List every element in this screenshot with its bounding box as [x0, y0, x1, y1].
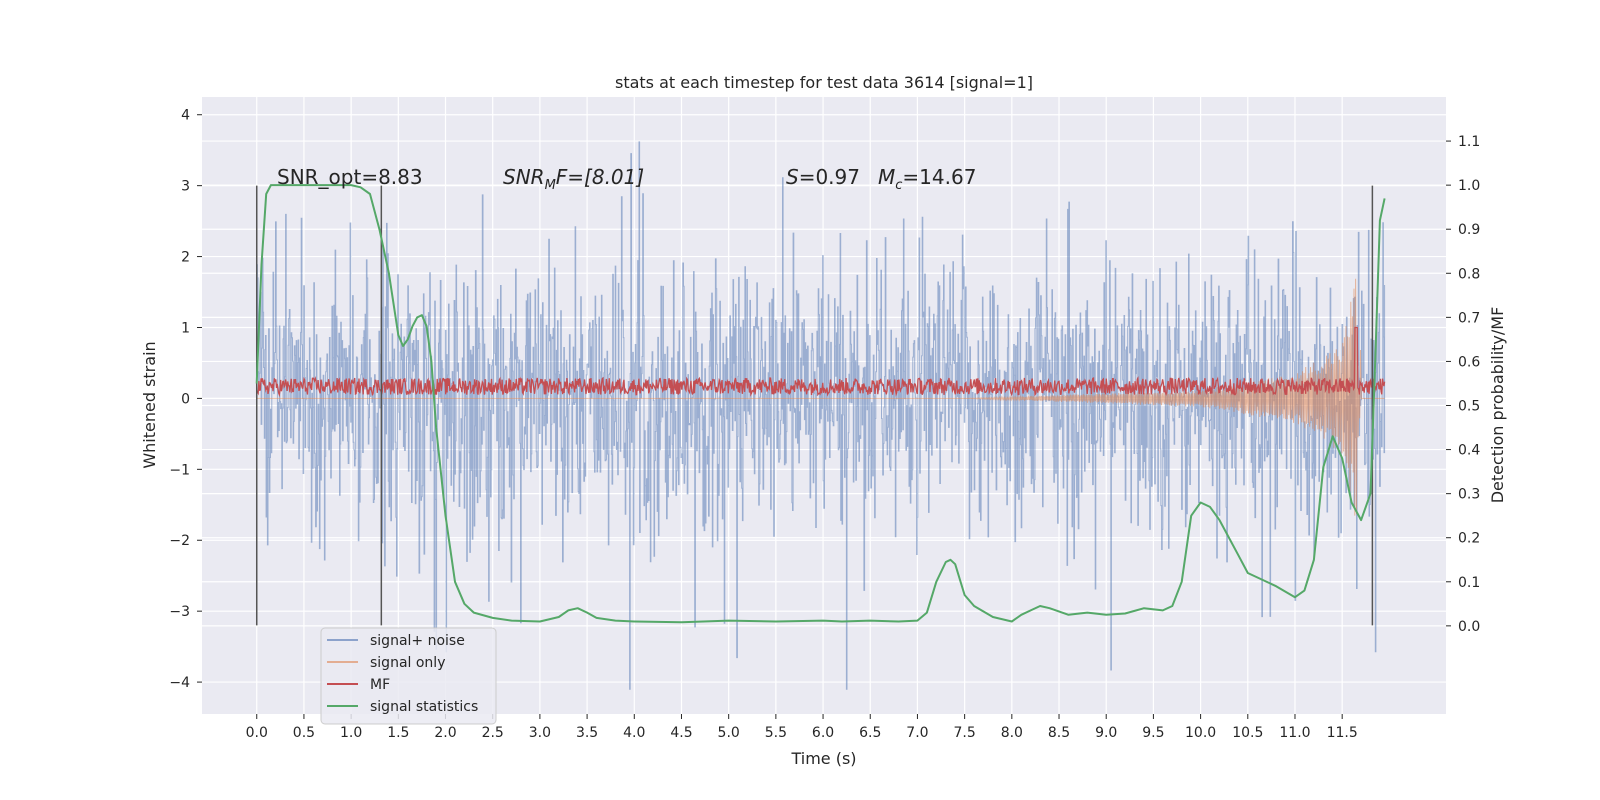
x-tick-label: 10.0: [1185, 725, 1216, 741]
x-tick-label: 1.5: [387, 725, 409, 741]
x-tick-label: 0.5: [293, 725, 315, 741]
y-tick-label: 2: [181, 250, 190, 266]
y2-tick-label: 0.2: [1458, 531, 1480, 547]
y2-tick-label: 0.4: [1458, 443, 1480, 459]
x-tick-label: 7.5: [954, 725, 976, 741]
y-tick-label: 0: [181, 391, 190, 407]
x-tick-label: 7.0: [906, 725, 928, 741]
signal-statistics-line: [255, 184, 1386, 624]
mc-sub: c: [895, 178, 902, 193]
y-tick-label: 3: [181, 179, 190, 195]
snr-mf-prefix: SNR: [503, 165, 545, 189]
x-tick-label: 6.5: [859, 725, 881, 741]
chart-title: stats at each timestep for test data 361…: [615, 73, 1033, 92]
x-tick-label: 2.5: [482, 725, 504, 741]
x-tick-label: 9.0: [1095, 725, 1117, 741]
x-axis-title: Time (s): [790, 749, 856, 768]
y2-tick-label: 1.0: [1458, 178, 1480, 194]
tick-labels: 0.0 0.5 1.0 1.5 2.0 2.5 3.0 3.5 4.0 4.5 5.0 5.5 6.0 6…: [169, 108, 1480, 741]
x-tick-label: 11.5: [1327, 725, 1358, 741]
legend-label-signal-only: signal only: [370, 655, 445, 671]
y2-tick-label: 0.0: [1458, 619, 1480, 635]
annotation-snr-mf: SNRMF=[8.01]: [503, 165, 644, 193]
y-tick-label: 1: [181, 320, 190, 336]
y2-tick-label: 0.3: [1458, 487, 1480, 503]
x-tick-label: 4.0: [623, 725, 645, 741]
x-tick-label: 4.5: [670, 725, 692, 741]
mc-value: =14.67: [902, 165, 976, 189]
annotation-s-mc: S=0.97 Mc=14.67: [786, 165, 976, 193]
s-label: S: [786, 165, 799, 189]
mf-line: [256, 326, 1386, 398]
snr-mf-sub: M: [545, 178, 556, 193]
x-tick-label: 3.0: [529, 725, 551, 741]
signal-only-series: [256, 278, 1385, 516]
x-tick-label: 8.0: [1001, 725, 1023, 741]
signal-only-line: [256, 278, 1385, 516]
marker-lines: [255, 185, 1374, 626]
legend-box: [320, 627, 497, 725]
signal-noise-line: [256, 141, 1386, 690]
y-tick-label: −1: [169, 462, 190, 478]
x-tick-label: 6.0: [812, 725, 834, 741]
legend-label-mf: MF: [370, 677, 390, 693]
y2-axis-title: Detection probability/MF: [1488, 307, 1507, 504]
legend-label-signal-statistics: signal statistics: [370, 699, 478, 715]
grid-layer: [202, 97, 1446, 714]
y2-tick-label: 1.1: [1458, 134, 1480, 150]
y2-tick-label: 0.9: [1458, 222, 1480, 238]
signal-statistics-series: [255, 184, 1386, 624]
y-axis-title: Whitened strain: [140, 341, 159, 468]
annotation-snr-opt: SNR_opt=8.83: [277, 165, 423, 189]
x-tick-label: 1.0: [340, 725, 362, 741]
mf-series: [256, 326, 1386, 398]
x-tick-label: 11.0: [1279, 725, 1310, 741]
legend-label-signal-noise: signal+ noise: [370, 633, 465, 649]
x-tick-label: 0.0: [246, 725, 268, 741]
y-tick-label: −3: [169, 604, 190, 620]
x-tick-label: 9.5: [1142, 725, 1164, 741]
y2-tick-label: 0.7: [1458, 310, 1480, 326]
x-tick-label: 8.5: [1048, 725, 1070, 741]
y-tick-label: 4: [181, 108, 190, 124]
x-tick-label: 5.5: [765, 725, 787, 741]
legend: signal+ noise signal only MF signal stat…: [320, 627, 497, 725]
mc-label: M: [878, 165, 895, 189]
signal-noise-series: [256, 141, 1386, 690]
y-tick-label: −4: [169, 675, 190, 691]
y2-tick-label: 0.6: [1458, 354, 1480, 370]
x-tick-label: 10.5: [1232, 725, 1263, 741]
y2-tick-label: 0.5: [1458, 399, 1480, 415]
y2-tick-label: 0.8: [1458, 266, 1480, 282]
x-tick-label: 5.0: [718, 725, 740, 741]
y-tick-label: −2: [169, 533, 190, 549]
x-tick-label: 3.5: [576, 725, 598, 741]
x-tick-label: 2.0: [434, 725, 456, 741]
s-value: =0.97: [799, 165, 860, 189]
y2-tick-label: 0.1: [1458, 575, 1480, 591]
snr-mf-suffix: F=[8.01]: [556, 165, 644, 189]
